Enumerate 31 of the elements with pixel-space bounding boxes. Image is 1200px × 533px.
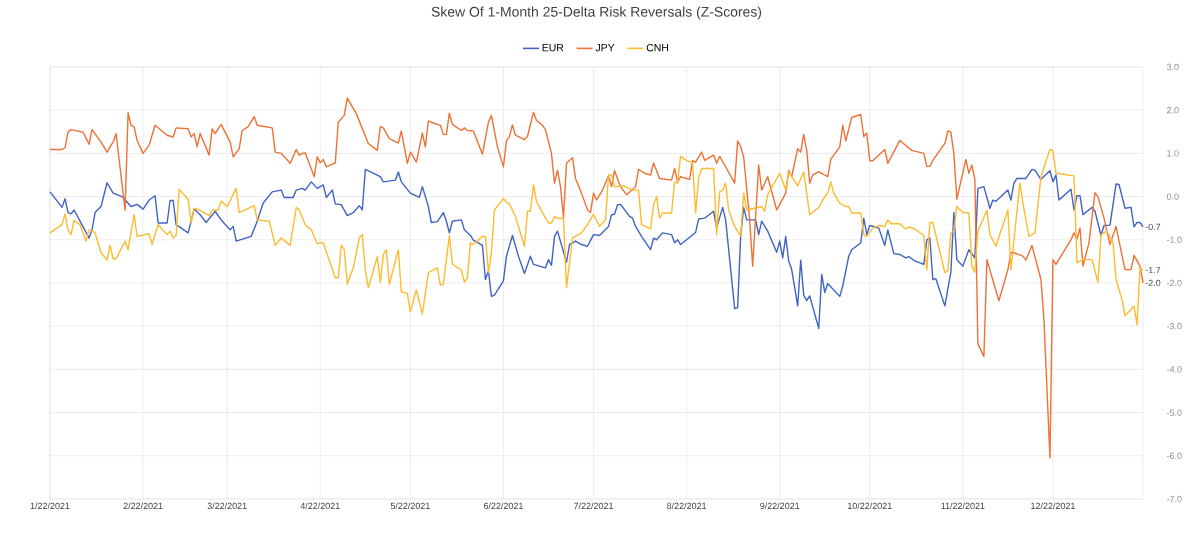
x-tick-label: 12/22/2021 [1031, 502, 1075, 510]
annotation: -0.7 [1145, 223, 1161, 230]
line-series [49, 97, 1144, 459]
y-tick-label: -2.0 [1166, 279, 1182, 287]
x-tick-label: 4/22/2021 [300, 502, 340, 510]
legend-label: EUR [542, 44, 564, 52]
chart-title: Skew Of 1-Month 25-Delta Risk Reversals (Z-Scores) [431, 6, 762, 20]
x-tick-label: 7/22/2021 [574, 502, 614, 510]
x-tick-label: 10/22/2021 [848, 502, 892, 510]
x-tick-label: 11/22/2021 [941, 502, 985, 510]
y-tick-label: -4.0 [1166, 366, 1182, 373]
y-tick-label: -1.0 [1166, 236, 1182, 243]
y-tick-label: -5.0 [1166, 409, 1182, 416]
x-tick-label: 6/22/2021 [483, 502, 523, 510]
x-tick-label: 2/22/2021 [123, 502, 163, 510]
y-tick-label: -7.0 [1166, 495, 1182, 503]
y-tick-label: 0.0 [1166, 193, 1179, 200]
x-tick-label: 3/22/2021 [207, 502, 247, 510]
x-tick-label: 1/22/2021 [30, 502, 70, 510]
legend-label: JPY [595, 44, 615, 52]
x-tick-label: 9/22/2021 [760, 502, 800, 510]
y-tick-label: -3.0 [1166, 323, 1182, 330]
y-tick-label: -6.0 [1166, 452, 1182, 459]
y-tick-label: 2.0 [1167, 107, 1179, 114]
y-tick-label: 1.0 [1167, 150, 1179, 157]
y-tick-label: 3.0 [1166, 63, 1179, 71]
legend-label: CNH [646, 44, 669, 52]
annotation: -2.0 [1145, 279, 1161, 287]
x-tick-label: 8/22/2021 [667, 502, 707, 510]
annotation: -1.7 [1145, 266, 1161, 274]
x-tick-label: 5/22/2021 [390, 502, 430, 510]
